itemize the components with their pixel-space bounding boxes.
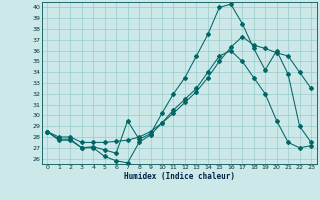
X-axis label: Humidex (Indice chaleur): Humidex (Indice chaleur) <box>124 172 235 181</box>
